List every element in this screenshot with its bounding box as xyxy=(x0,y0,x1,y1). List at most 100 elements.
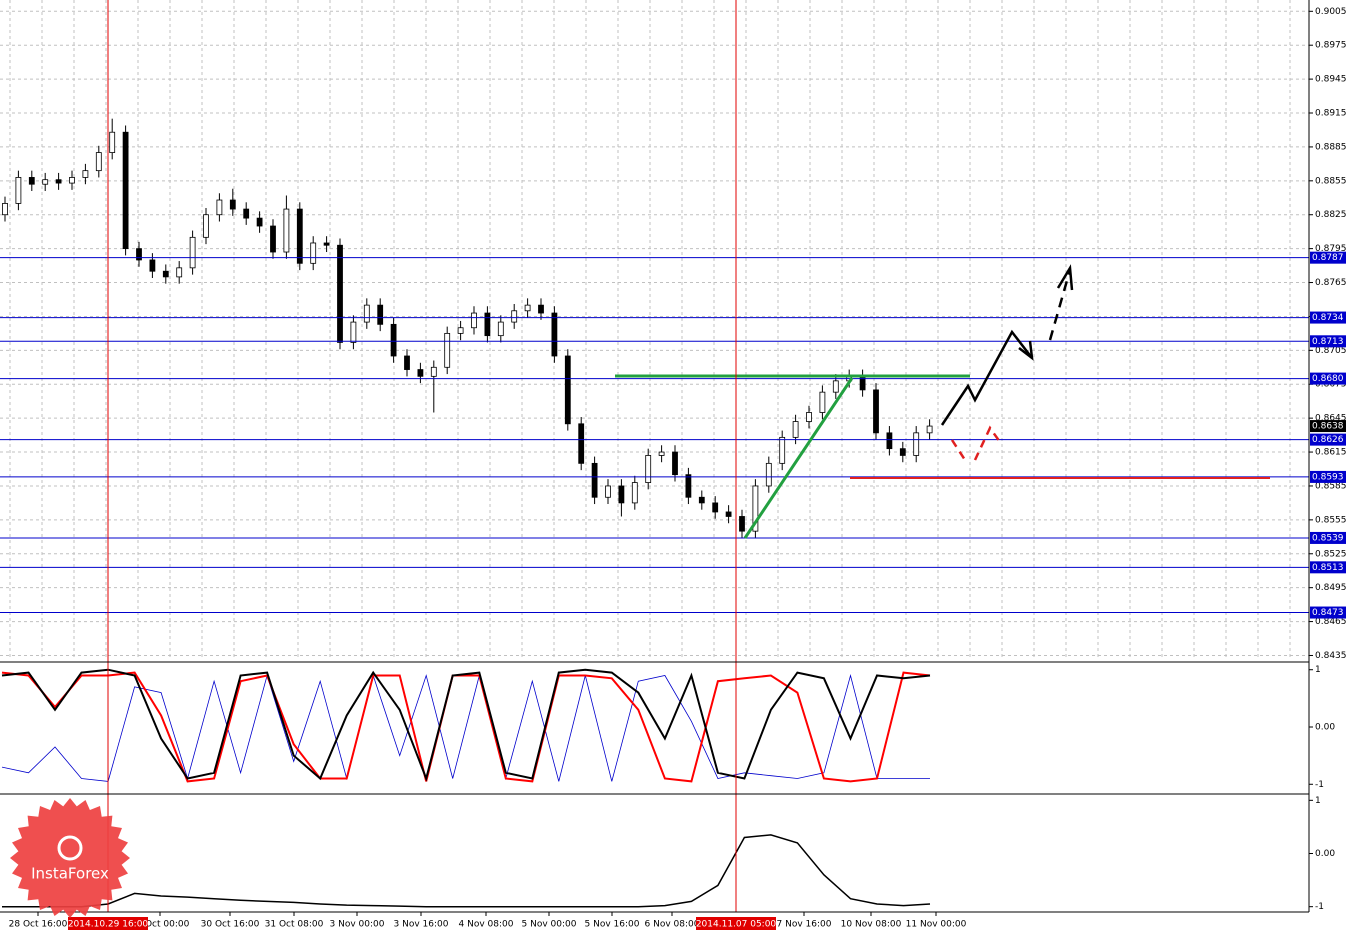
level-label-box xyxy=(1310,433,1346,446)
candle-body xyxy=(538,304,544,314)
candle-body xyxy=(551,312,558,357)
alt-forecast xyxy=(950,439,967,461)
indicator-line xyxy=(2,834,931,908)
candle-body xyxy=(203,214,209,238)
x-tick-label: 28 Oct 16:00 xyxy=(9,920,68,930)
trend-line xyxy=(743,377,854,539)
level-label-box xyxy=(1310,470,1346,483)
x-tick-label: 10 Nov 08:00 xyxy=(841,920,902,930)
candle-body xyxy=(484,312,491,337)
forecast-dashed xyxy=(1048,269,1072,341)
price-label-box xyxy=(1310,420,1346,433)
candle-body xyxy=(739,516,745,532)
candle-body xyxy=(42,179,49,185)
annotations xyxy=(615,264,1270,539)
candle-body xyxy=(806,412,812,422)
logo-text: InstaForex xyxy=(31,865,109,883)
forecast-arrow xyxy=(940,329,1033,426)
x-tick-label: 31 Oct 08:00 xyxy=(265,920,324,930)
y-tick-label: 0.8645 xyxy=(1315,414,1347,424)
level-label: 0.8680 xyxy=(1312,374,1344,384)
price-label: 0.8638 xyxy=(1312,422,1344,432)
highlight-label: 2014.11.07 05:00 xyxy=(696,920,777,930)
candle-body xyxy=(913,432,920,456)
level-label-box xyxy=(1310,335,1346,348)
y-tick-label: -1 xyxy=(1315,780,1324,790)
candle-body xyxy=(430,366,437,377)
y-tick-label: 0.8945 xyxy=(1315,75,1347,85)
level-label-box xyxy=(1310,311,1346,324)
x-tick-label: 7 Nov 16:00 xyxy=(777,920,832,930)
candle-body xyxy=(779,436,786,464)
level-label: 0.8539 xyxy=(1312,533,1344,543)
y-tick-label: 0.8465 xyxy=(1315,617,1347,627)
arrow-head xyxy=(1056,264,1074,291)
logo: InstaForex xyxy=(10,798,130,918)
candle-body xyxy=(832,380,839,393)
candle-body xyxy=(122,131,129,250)
level-label: 0.8593 xyxy=(1312,472,1344,482)
y-tick-label: 1 xyxy=(1315,796,1321,806)
y-tick-label: -1 xyxy=(1315,902,1324,912)
level-label-box xyxy=(1310,251,1346,264)
candle-body xyxy=(712,502,719,513)
y-tick-label: 0.8525 xyxy=(1315,549,1347,559)
candle-body xyxy=(564,355,571,425)
highlight-box xyxy=(696,917,776,930)
level-label: 0.8734 xyxy=(1312,313,1344,323)
candle-body xyxy=(323,242,330,246)
candle-body xyxy=(765,462,772,487)
y-tick-label: 0.8915 xyxy=(1315,109,1347,119)
y-tick-label: 0.8825 xyxy=(1315,210,1347,220)
y-tick-label: 0.8615 xyxy=(1315,448,1347,458)
level-label: 0.8626 xyxy=(1312,435,1344,445)
candle-body xyxy=(658,451,665,456)
candle-body xyxy=(296,208,303,264)
candle-body xyxy=(270,225,276,253)
x-tick-label: 11 Nov 00:00 xyxy=(906,920,967,930)
y-tick-label: 0.00 xyxy=(1315,849,1335,859)
candle-body xyxy=(605,485,611,498)
y-tick-label: 0.8435 xyxy=(1315,651,1347,661)
candle-body xyxy=(591,462,598,498)
x-tick-label: 3 Nov 00:00 xyxy=(330,920,385,930)
candle-body xyxy=(471,312,477,329)
x-tick-label: 30 Oct 00:00 xyxy=(131,920,190,930)
candle-body xyxy=(136,248,142,261)
candle-body xyxy=(95,152,102,172)
y-tick-label: 0.8975 xyxy=(1315,41,1347,51)
candle-body xyxy=(243,208,250,219)
y-tick-label: 0.8555 xyxy=(1315,515,1347,525)
x-tick-label: 4 Nov 08:00 xyxy=(459,920,514,930)
candle-body xyxy=(899,448,906,456)
alt-forecast xyxy=(973,425,1002,461)
candle-body xyxy=(524,304,531,312)
candle-body xyxy=(631,482,638,504)
candle-body xyxy=(350,321,357,343)
indicator-line xyxy=(1,671,931,783)
candle-body xyxy=(752,485,759,532)
candle-body xyxy=(819,391,826,413)
level-label-box xyxy=(1310,606,1346,619)
logo-icon xyxy=(57,835,83,861)
y-tick-label: 0.8585 xyxy=(1315,481,1347,491)
candle-body xyxy=(725,511,732,517)
candle-body xyxy=(886,432,893,450)
level-label: 0.8787 xyxy=(1312,253,1344,263)
candle-body xyxy=(229,199,236,210)
x-tick-label: 6 Nov 08:00 xyxy=(645,920,700,930)
candle-body xyxy=(497,321,504,337)
level-label-box xyxy=(1310,372,1346,385)
highlight-box xyxy=(68,917,148,930)
candle-body xyxy=(645,455,652,483)
candle-body xyxy=(698,496,705,504)
candle-body xyxy=(618,485,625,504)
grid xyxy=(0,0,1309,660)
axes: 0.9005 0.8975 0.8945 0.8915 0.8885 0.8855 0.88… xyxy=(9,7,1347,930)
y-tick-label: 0.8705 xyxy=(1315,346,1347,356)
indicator-line xyxy=(1,668,931,782)
candle-body xyxy=(873,389,879,434)
